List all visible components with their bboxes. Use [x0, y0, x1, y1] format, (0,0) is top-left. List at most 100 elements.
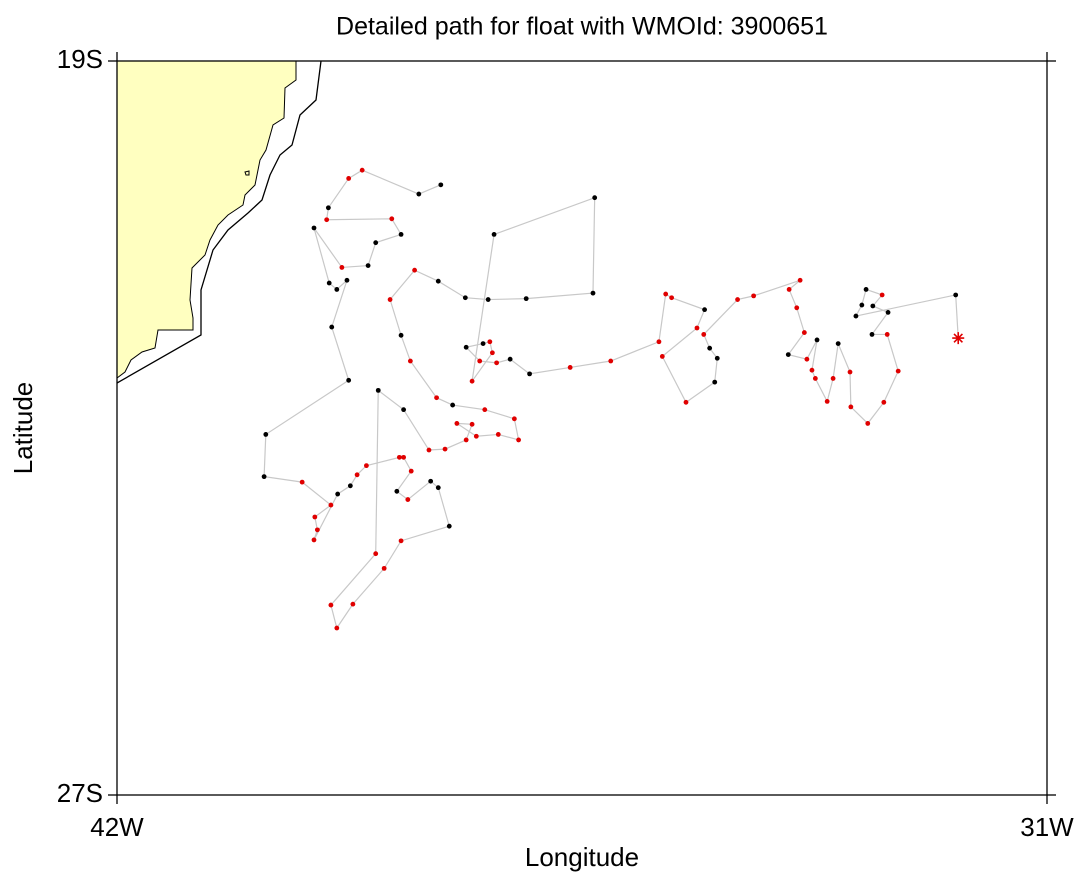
position-dot	[328, 602, 334, 608]
position-dot	[885, 309, 891, 315]
position-dot	[428, 478, 434, 484]
position-dot	[824, 398, 830, 404]
position-dot	[334, 625, 340, 631]
position-dot	[884, 332, 890, 337]
position-dot	[401, 454, 407, 460]
position-dot	[830, 376, 836, 381]
shelf-contour	[116, 60, 322, 384]
x-axis-label: Longitude	[525, 842, 639, 872]
position-dot	[398, 232, 404, 237]
position-dot	[263, 432, 269, 437]
position-dot	[326, 280, 332, 286]
position-dot	[381, 565, 387, 571]
position-dot	[847, 369, 853, 375]
position-dot	[401, 407, 407, 413]
position-dot	[354, 472, 360, 478]
position-dot	[485, 297, 491, 302]
chart-title: Detailed path for float with WMOId: 3900…	[336, 13, 828, 41]
position-dot	[683, 399, 689, 405]
position-dot	[344, 277, 350, 283]
x-tick-label: 42W	[90, 812, 144, 842]
position-dot	[346, 377, 352, 383]
position-dot	[329, 324, 335, 330]
position-dot	[346, 176, 352, 181]
track-line	[263, 169, 959, 630]
position-dot	[405, 497, 411, 502]
position-dot	[450, 402, 456, 408]
position-dot	[387, 297, 393, 302]
position-dot	[373, 240, 379, 246]
position-dot	[477, 358, 483, 364]
position-dot	[463, 437, 469, 443]
position-dot	[859, 302, 865, 308]
y-tick-label: 27S	[57, 778, 103, 808]
position-dot	[324, 217, 330, 223]
position-dot	[669, 295, 675, 301]
position-dot	[507, 356, 513, 362]
position-dot	[751, 293, 757, 299]
x-tick-label: 31W	[1020, 812, 1074, 842]
position-dot	[375, 387, 381, 393]
position-dot	[797, 277, 803, 283]
coastline-land	[116, 60, 297, 379]
position-dot	[407, 358, 413, 364]
frame	[116, 60, 1048, 796]
position-dot	[794, 305, 800, 311]
position-dot	[435, 278, 441, 284]
position-dot	[311, 225, 317, 231]
position-dot	[707, 345, 713, 351]
position-dot	[389, 216, 395, 222]
position-dot	[809, 367, 815, 373]
position-dot	[712, 379, 718, 385]
position-dot	[482, 407, 488, 413]
position-dot	[953, 292, 959, 298]
position-dot	[412, 267, 417, 273]
position-dot	[314, 527, 320, 533]
position-dot	[814, 337, 820, 343]
land	[116, 60, 322, 384]
position-dot	[335, 491, 341, 497]
position-dot	[473, 433, 479, 439]
position-dot	[702, 307, 707, 313]
position-dot	[442, 446, 448, 452]
position-dot	[434, 395, 439, 401]
position-dot	[328, 502, 334, 508]
position-dot	[516, 437, 521, 443]
position-dot	[426, 447, 432, 453]
position-dot	[350, 601, 356, 607]
position-dot	[347, 483, 353, 489]
position-dot	[396, 454, 402, 460]
position-dot	[694, 325, 700, 331]
position-dot	[299, 479, 305, 485]
position-dot	[365, 263, 371, 269]
position-dot	[261, 474, 267, 480]
position-dot	[364, 463, 369, 469]
position-dot	[812, 376, 818, 381]
position-dot	[523, 296, 529, 302]
position-dot	[469, 421, 475, 427]
position-dot	[487, 339, 493, 345]
position-dot	[865, 421, 871, 426]
position-dot	[325, 205, 331, 211]
position-dot	[312, 514, 318, 520]
position-dot	[416, 191, 422, 197]
position-dot	[495, 432, 501, 437]
position-dot	[435, 485, 441, 491]
position-dot	[463, 344, 469, 350]
position-dot	[446, 523, 452, 529]
position-dot	[659, 354, 665, 359]
position-dot	[567, 365, 573, 370]
track	[261, 167, 965, 631]
position-dot	[469, 378, 475, 384]
position-dot	[394, 488, 400, 494]
position-dot	[869, 332, 875, 337]
position-dot	[334, 287, 340, 292]
position-dot	[462, 295, 468, 301]
position-dot	[373, 551, 379, 557]
plot-area	[117, 61, 1047, 795]
position-dot	[714, 355, 720, 361]
position-dot	[881, 399, 887, 405]
position-dot	[489, 350, 495, 356]
